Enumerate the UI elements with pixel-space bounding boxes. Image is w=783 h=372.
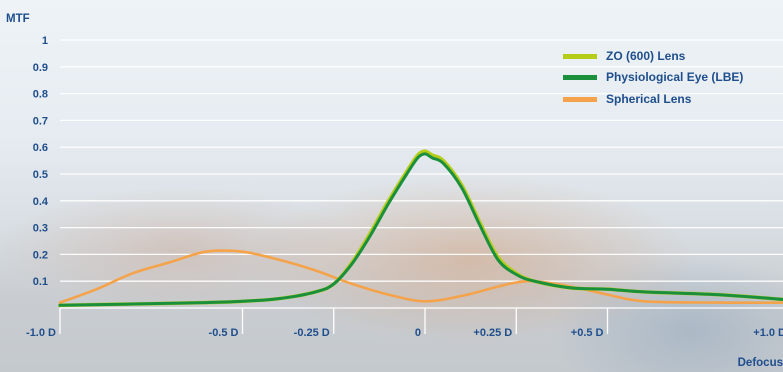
y-tick-label: 0.2	[33, 249, 48, 261]
y-axis-title: MTF	[6, 13, 30, 25]
legend-label: ZO (600) Lens	[606, 49, 686, 63]
x-tick-label: 0	[415, 327, 421, 339]
y-tick-label: 0.8	[33, 89, 48, 101]
y-tick-label: 0.3	[33, 223, 48, 235]
series-line-1	[58, 152, 783, 307]
series-line-2	[58, 249, 783, 305]
y-tick-label: 0.1	[33, 276, 48, 288]
legend-swatch	[563, 75, 597, 80]
y-tick-label: 0.7	[33, 115, 48, 127]
legend-swatch	[563, 54, 597, 59]
y-tick-label: 1	[42, 35, 48, 47]
x-axis-title: Defocus	[738, 357, 783, 369]
legend-label: Spherical Lens	[606, 92, 692, 106]
y-tick-label: 0.5	[33, 169, 48, 181]
x-tick-label: -0.5 D	[209, 327, 239, 339]
legend-swatch	[563, 97, 597, 102]
x-tick-label: -0.25 D	[294, 327, 330, 339]
x-tick-label: +0.25 D	[473, 327, 512, 339]
y-tick-label: 0.6	[33, 142, 48, 154]
x-tick-label: +0.5 D	[571, 327, 604, 339]
x-tick-label: -1.0 D	[26, 327, 56, 339]
legend-label: Physiological Eye (LBE)	[606, 70, 743, 84]
y-tick-label: 0.9	[33, 62, 48, 74]
y-tick-label: 0.4	[33, 196, 49, 208]
x-tick-label: +1.0 D	[753, 327, 783, 339]
